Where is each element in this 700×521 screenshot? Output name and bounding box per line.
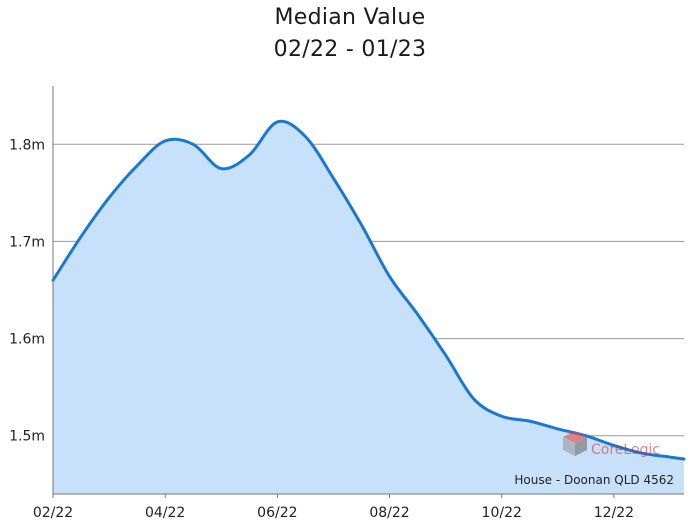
series-line	[51, 119, 686, 461]
x-tick-label: 04/22	[145, 505, 185, 521]
chart-footnote: House - Doonan QLD 4562	[514, 473, 674, 487]
y-tick-label: 1.6m	[9, 332, 45, 348]
chart-title: Median Value	[274, 5, 426, 30]
y-tick-label: 1.7m	[9, 234, 45, 250]
y-tick-label: 1.5m	[9, 429, 45, 445]
corelogic-watermark: CoreLogic	[563, 431, 660, 458]
chart-subtitle: 02/22 - 01/23	[273, 37, 427, 62]
corelogic-logo-text: CoreLogic	[591, 442, 660, 458]
area-fill	[53, 121, 684, 495]
x-tick-label: 12/22	[594, 505, 634, 521]
corelogic-cube-icon	[563, 431, 587, 456]
x-tick-label: 02/22	[33, 505, 73, 521]
y-tick-label: 1.8m	[9, 137, 45, 153]
x-tick-label: 10/22	[482, 505, 522, 521]
x-tick-label: 06/22	[257, 505, 297, 521]
x-tick-label: 08/22	[369, 505, 409, 521]
